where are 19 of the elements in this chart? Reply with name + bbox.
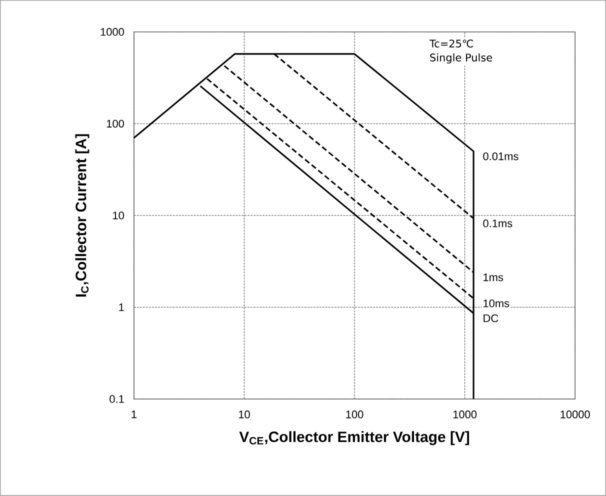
y-tick-label: 100 bbox=[106, 120, 124, 128]
series-label: 0.01ms bbox=[483, 152, 518, 160]
x-tick-label: 10000 bbox=[560, 410, 590, 418]
annotation: Single Pulse bbox=[430, 53, 492, 64]
x-tick-label: 1000 bbox=[453, 410, 477, 418]
y-tick-label: 1 bbox=[119, 303, 124, 312]
y-tick-label: 1000 bbox=[100, 28, 124, 36]
x-axis-title: V$_{CE}$,Collector Emitter Voltage [V] bbox=[239, 431, 470, 446]
y-tick-label: 0.1 bbox=[110, 395, 124, 403]
x-tick-label: 100 bbox=[346, 410, 364, 418]
x-tick-label: 1 bbox=[132, 410, 136, 418]
x-tick-label: 10 bbox=[238, 410, 250, 418]
series-label: 1ms bbox=[484, 274, 504, 282]
series-label: DC bbox=[484, 314, 498, 322]
series-label: 10ms bbox=[484, 300, 510, 308]
y-tick-label: 10 bbox=[113, 212, 124, 220]
annotation: Tc=25℃ bbox=[429, 40, 473, 48]
y-axis-title: I$_{C}$,Collector Current [A] bbox=[75, 134, 90, 297]
series-label: 0.1ms bbox=[483, 220, 512, 228]
